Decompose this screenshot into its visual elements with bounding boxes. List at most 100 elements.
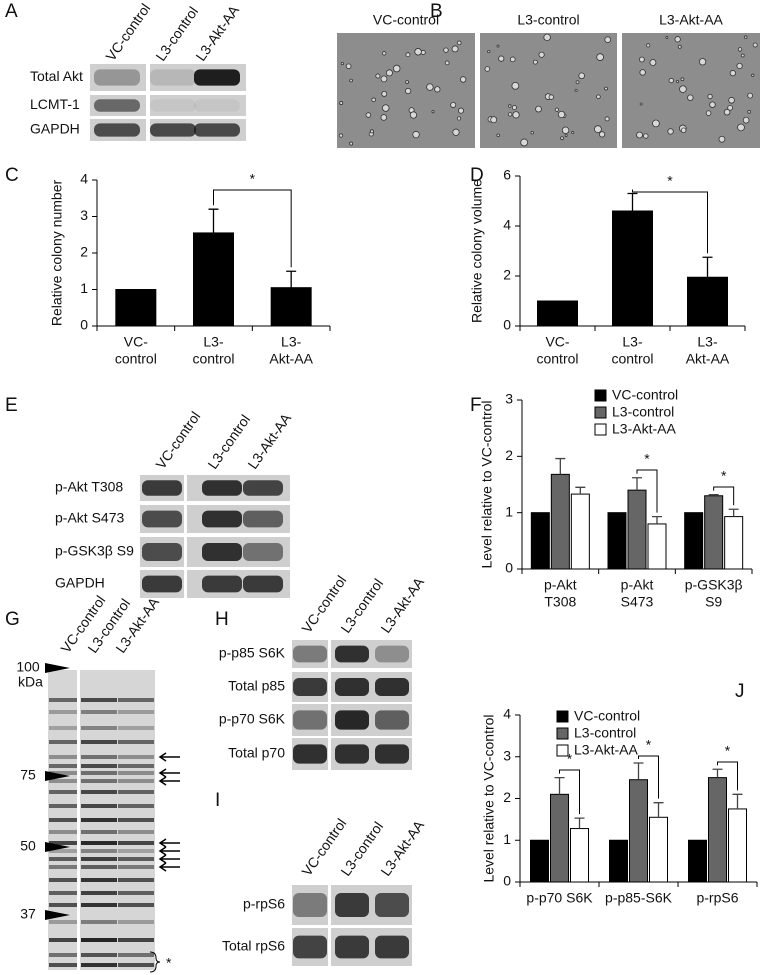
colony xyxy=(340,61,344,66)
blot-band xyxy=(375,678,409,696)
colony xyxy=(649,59,657,66)
legend-swatch xyxy=(594,406,607,419)
significance-label: * xyxy=(667,173,673,189)
blot-band xyxy=(335,744,369,764)
x-tick-label: L3- xyxy=(697,334,718,350)
colony xyxy=(736,62,743,70)
y-tick-label: 3 xyxy=(80,207,88,223)
bar xyxy=(570,493,590,570)
colony xyxy=(511,81,520,90)
blot-band xyxy=(49,920,77,924)
blot-band xyxy=(118,698,154,702)
error-bar xyxy=(708,493,719,496)
blot-band xyxy=(81,698,117,702)
significance-label: * xyxy=(646,737,652,753)
error-bar xyxy=(652,515,662,524)
blot-band xyxy=(94,123,140,137)
colony xyxy=(512,111,520,119)
colony xyxy=(718,135,726,143)
error-bar xyxy=(575,486,586,495)
bar xyxy=(688,839,707,883)
panel-letter: J xyxy=(735,681,745,702)
legend-swatch xyxy=(594,423,607,436)
bar xyxy=(530,839,549,883)
panel-letter: G xyxy=(5,609,20,630)
colony xyxy=(594,125,602,134)
blot-band xyxy=(142,510,182,528)
blot-band xyxy=(49,938,77,942)
colony xyxy=(509,56,516,63)
y-axis-label: Level relative to VC-control xyxy=(481,714,497,882)
blot-strip xyxy=(150,95,246,116)
y-tick-label: 6 xyxy=(503,167,511,183)
blot-band xyxy=(81,764,117,768)
unit-label: kDa xyxy=(18,674,43,690)
colony xyxy=(458,107,465,114)
colony xyxy=(405,52,411,58)
error-bar xyxy=(633,762,644,780)
colony xyxy=(392,64,401,73)
blot-band xyxy=(81,878,117,882)
significance-bracket xyxy=(713,486,735,506)
colony xyxy=(727,104,733,111)
colony xyxy=(557,110,566,119)
colony xyxy=(636,131,643,139)
arrow xyxy=(158,838,180,848)
blot-band xyxy=(335,678,369,696)
marker-arrow xyxy=(45,910,70,920)
colony xyxy=(487,49,491,54)
x-tick-label: p-p85-S6K xyxy=(605,890,673,906)
legend-label: L3-control xyxy=(574,725,636,741)
x-tick-label: S473 xyxy=(621,594,654,610)
blot-band xyxy=(49,891,77,895)
arrow xyxy=(158,768,180,778)
blot-strip xyxy=(292,640,328,668)
panel-letter: E xyxy=(5,395,18,416)
colony xyxy=(382,104,390,112)
bar xyxy=(530,512,550,570)
colony xyxy=(698,58,707,66)
blot-band xyxy=(118,963,154,967)
blot-band xyxy=(81,953,117,957)
blot-band xyxy=(49,878,77,882)
colony xyxy=(498,55,505,62)
blot-band xyxy=(142,543,182,561)
bar xyxy=(550,473,570,570)
legend-label: L3-Akt-AA xyxy=(574,742,638,758)
colony xyxy=(729,70,736,77)
colony xyxy=(679,85,687,93)
significance-label: * xyxy=(721,468,727,484)
blot-band xyxy=(94,99,140,112)
colony xyxy=(456,40,462,46)
error-bar xyxy=(732,793,743,809)
blot-band xyxy=(118,755,154,759)
blot-band xyxy=(194,123,240,137)
y-axis-label: Relative colony volume xyxy=(469,179,485,323)
significance-bracket xyxy=(559,769,580,815)
significance-label: * xyxy=(567,751,573,767)
blot-band xyxy=(118,857,154,861)
blot-band xyxy=(49,710,77,714)
colony xyxy=(709,101,716,108)
colony xyxy=(452,128,460,136)
legend-swatch xyxy=(556,744,569,757)
arrow xyxy=(158,776,180,786)
blot-band xyxy=(375,645,409,663)
blot-band xyxy=(375,935,409,959)
blot-strip xyxy=(292,885,328,925)
row-label: p-p70 S6K xyxy=(219,711,286,727)
blot-band xyxy=(150,123,196,137)
colony xyxy=(444,60,450,66)
y-tick-label: 0 xyxy=(503,873,511,889)
blot-band xyxy=(49,865,77,869)
y-tick-label: 2 xyxy=(503,789,511,805)
panel-letter: H xyxy=(215,609,229,630)
blot-band xyxy=(118,710,154,714)
bar xyxy=(684,512,704,570)
colony xyxy=(740,53,745,58)
blot-band xyxy=(118,726,154,730)
y-tick-label: 4 xyxy=(503,706,511,722)
bar xyxy=(609,839,628,883)
lane-label: L3-Akt-AA xyxy=(377,817,427,879)
colony xyxy=(564,134,568,138)
